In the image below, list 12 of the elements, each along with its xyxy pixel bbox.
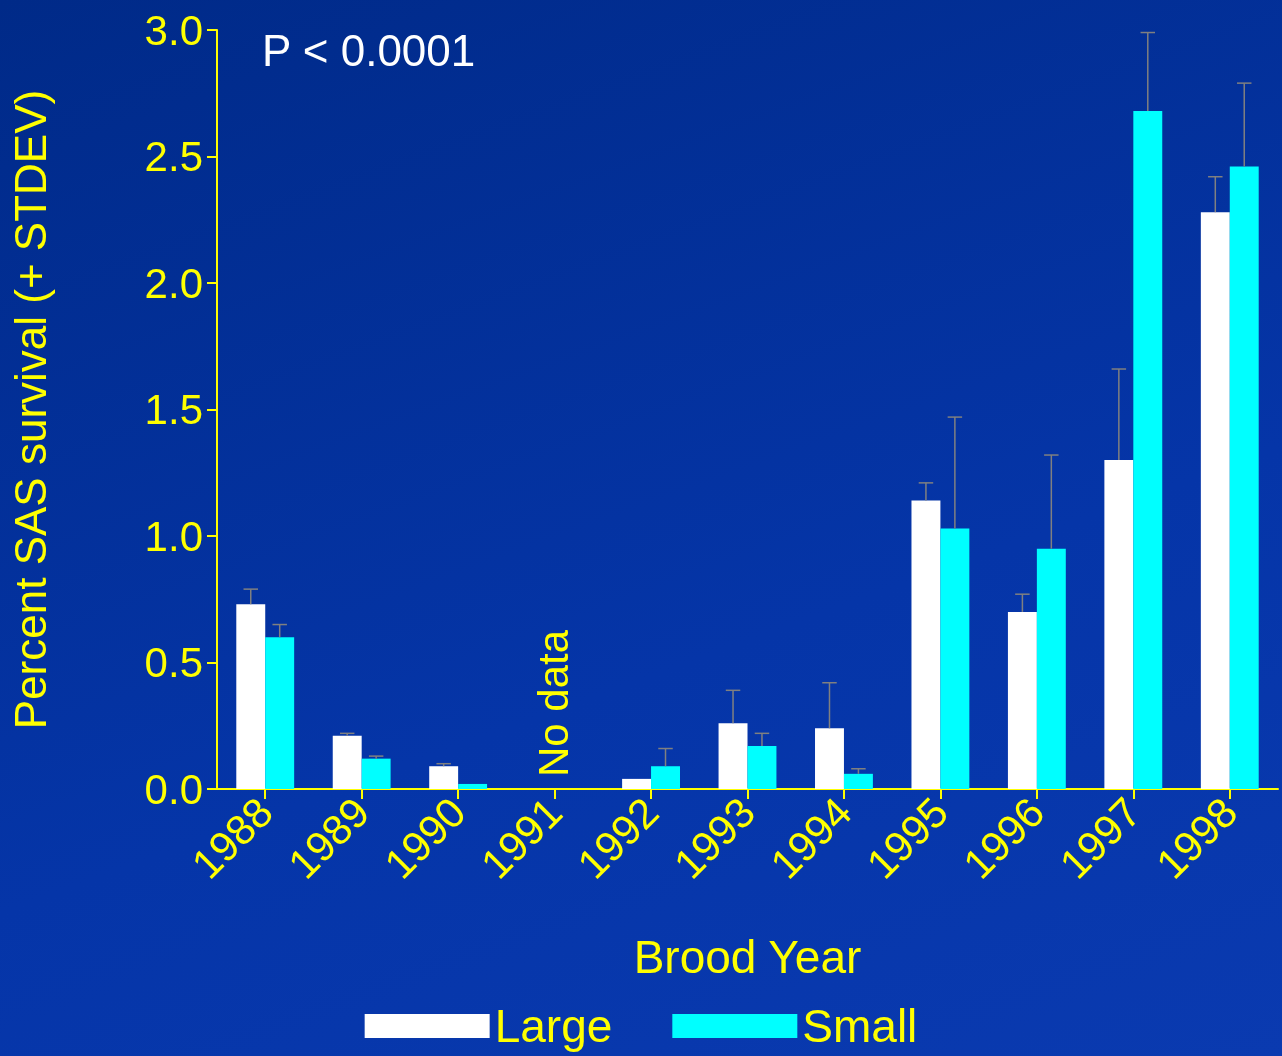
y-tick-label: 1.0 <box>144 512 203 560</box>
y-axis-title: Percent SAS survival (+ STDEV) <box>5 89 55 730</box>
legend-label: Small <box>802 1000 918 1052</box>
x-axis-title: Brood Year <box>633 931 862 983</box>
legend-label: Large <box>494 1000 613 1052</box>
y-tick-label: 1.5 <box>144 386 203 433</box>
y-tick-label: 2.5 <box>144 133 203 180</box>
y-tick-label: 0.5 <box>144 639 203 686</box>
annotation: No data <box>530 629 578 777</box>
annotation: P < 0.0001 <box>262 25 476 75</box>
y-tick-label: 3.0 <box>144 6 203 54</box>
y-tick-label: 2.0 <box>144 259 203 307</box>
